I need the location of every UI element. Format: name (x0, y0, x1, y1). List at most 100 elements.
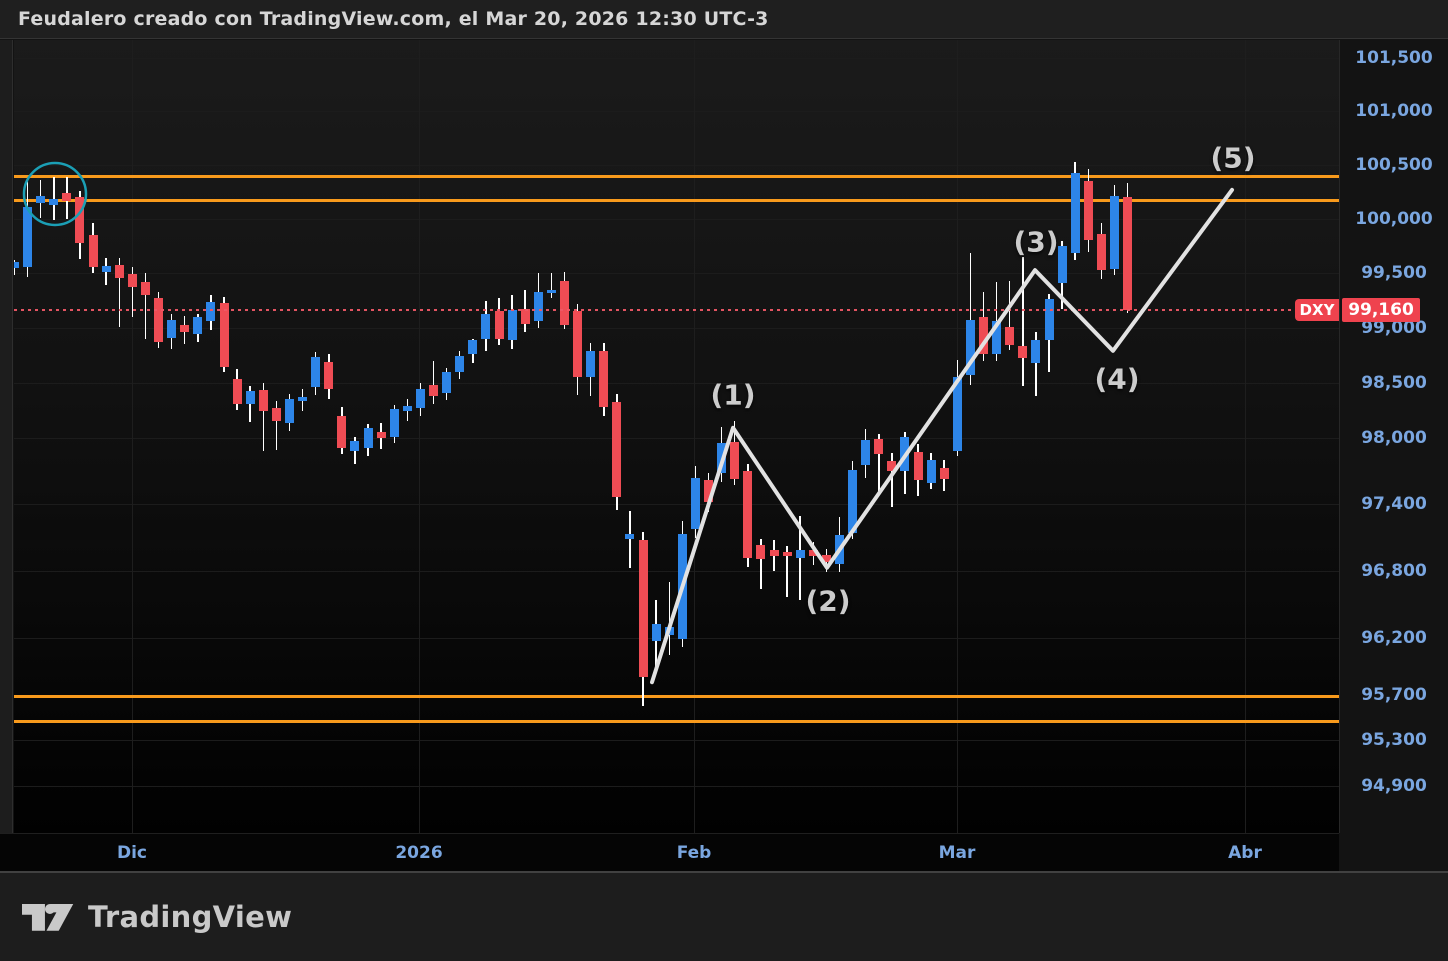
drawings-overlay (22, 161, 1234, 685)
candle-body (206, 301, 216, 322)
candle-body (311, 357, 321, 388)
footer-divider (0, 871, 1448, 873)
candle-body (415, 389, 425, 409)
candle-body (1096, 234, 1106, 271)
candle-body (533, 291, 543, 322)
candle-body (638, 539, 648, 677)
candle-body (62, 193, 72, 201)
attribution-bar: Feudalero creado con TradingView.com, el… (0, 0, 1448, 39)
candle-wick (118, 258, 120, 327)
candle-body (1083, 181, 1093, 240)
horizontal-level-line[interactable] (14, 175, 1339, 179)
time-scale[interactable]: Dic 2026 Feb Mar Abr (0, 833, 1339, 871)
vertical-gridline (1245, 40, 1246, 833)
candle-body (913, 452, 923, 480)
price-scale[interactable]: 101,500 101,000 100,500 100,000 99,500 99,000… (1339, 40, 1448, 833)
candle-wick (1035, 332, 1037, 396)
wave-label-3[interactable]: (3) (1013, 225, 1059, 259)
price-axis-label: 101,000 (1355, 101, 1433, 122)
chart-pane[interactable]: (1) (2) (3) (4) (5) DXY (14, 40, 1339, 833)
candle-body (376, 432, 386, 439)
candle-body (429, 384, 439, 397)
price-axis-label: 95,700 (1361, 684, 1427, 705)
scale-corner (1339, 833, 1448, 871)
candle-wick (131, 266, 134, 317)
attribution-text: Feudalero creado con TradingView.com, el… (18, 8, 769, 30)
price-axis-label: 98,000 (1361, 427, 1427, 448)
horizontal-level-line[interactable] (14, 695, 1339, 699)
candle-wick (878, 434, 880, 491)
candle-body (1123, 196, 1133, 311)
wave-label-4[interactable]: (4) (1094, 362, 1140, 396)
candle-wick (760, 538, 762, 589)
candle-wick (786, 546, 788, 597)
candle-body (1070, 172, 1080, 253)
horizontal-level-line[interactable] (14, 198, 1339, 202)
candle-body (258, 390, 268, 412)
time-axis-label-2026: 2026 (395, 843, 443, 863)
candle-body (651, 623, 661, 641)
candle-body (599, 350, 609, 407)
candle-body (848, 469, 858, 534)
price-axis-label: 100,500 (1355, 155, 1433, 176)
candle-body (704, 479, 714, 502)
price-axis-label: 99,500 (1361, 263, 1427, 284)
candle-body (874, 439, 884, 454)
candle-body (546, 289, 556, 293)
horizontal-gridline (14, 273, 1339, 275)
candle-wick (275, 401, 278, 450)
candle-body (101, 265, 111, 273)
tradingview-wordmark: TradingView (88, 900, 293, 934)
candle-body (350, 441, 360, 451)
vertical-gridline (694, 40, 695, 833)
price-axis-label: 96,200 (1361, 628, 1427, 649)
circle-annotation[interactable] (22, 161, 88, 227)
horizontal-gridline (14, 739, 1339, 741)
candle-body (232, 379, 242, 404)
footer-bar: TradingView (0, 873, 1448, 961)
candle-wick (432, 360, 435, 404)
candle-body (219, 302, 229, 368)
vertical-gridline (419, 40, 420, 833)
candle-body (193, 317, 203, 335)
left-margin-strip (0, 40, 13, 833)
candle-body (730, 442, 740, 479)
elliott-wave-zigzag-line[interactable] (650, 187, 1234, 685)
candle-body (494, 311, 504, 340)
wave-label-5[interactable]: (5) (1210, 141, 1256, 175)
candle-body (559, 280, 569, 326)
candle-body (952, 376, 962, 451)
candle-body (284, 399, 294, 424)
candle-body (271, 408, 281, 422)
candle-body (808, 550, 818, 557)
candle-body (402, 405, 412, 412)
candle-body (690, 477, 700, 529)
candle-body (743, 470, 753, 558)
candle-body (887, 460, 897, 471)
candle-wick (550, 273, 553, 299)
candle-body (455, 355, 465, 372)
candle-wick (249, 385, 251, 423)
candle-body (481, 313, 491, 340)
horizontal-level-line[interactable] (14, 720, 1339, 724)
candle-body (180, 324, 190, 332)
price-axis-label: 97,400 (1361, 494, 1427, 515)
candle-body (1005, 326, 1015, 346)
candle-body (926, 459, 936, 484)
candle-body (363, 428, 373, 449)
wave-label-2[interactable]: (2) (805, 584, 851, 618)
candle-body (88, 235, 98, 267)
candle-body (114, 264, 124, 278)
horizontal-gridline (14, 571, 1339, 572)
candle-body (586, 350, 596, 377)
horizontal-gridline (14, 111, 1339, 113)
horizontal-gridline (14, 504, 1339, 506)
candle-wick (144, 273, 147, 339)
time-axis-label-feb: Feb (676, 843, 712, 863)
symbol-price-chip: DXY (1295, 299, 1339, 322)
time-axis-label-dic: Dic (116, 843, 148, 863)
wave-label-1[interactable]: (1) (710, 378, 756, 412)
horizontal-gridline (14, 694, 1339, 696)
candle-body (75, 197, 85, 243)
